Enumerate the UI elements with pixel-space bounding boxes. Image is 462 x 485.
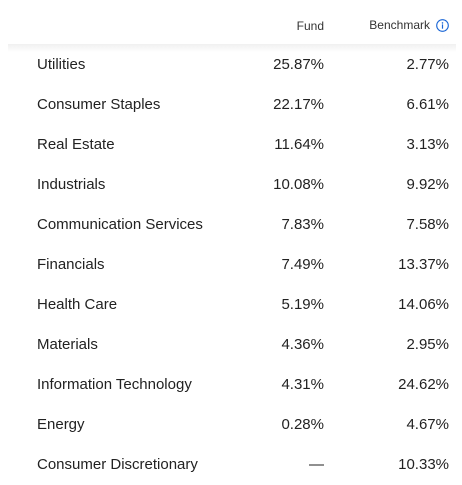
- fund-weight: 7.49%: [281, 256, 324, 273]
- benchmark-column-header: Benchmark: [369, 18, 449, 32]
- table-row: Real Estate 11.64% 3.13%: [0, 125, 462, 165]
- sector-name: Financials: [37, 256, 105, 273]
- fund-weight: 25.87%: [273, 56, 324, 73]
- header-divider-shadow: [8, 44, 456, 52]
- table-row: Consumer Discretionary — 10.33%: [0, 445, 462, 485]
- table-row: Utilities 25.87% 2.77%: [0, 45, 462, 85]
- sector-name: Communication Services: [37, 216, 203, 233]
- sector-name: Energy: [37, 416, 85, 433]
- benchmark-weight: 24.62%: [398, 376, 449, 393]
- benchmark-weight: 2.95%: [406, 336, 449, 353]
- fund-weight: 4.31%: [281, 376, 324, 393]
- fund-column-header: Fund: [296, 19, 324, 33]
- info-circle-icon[interactable]: [436, 18, 449, 32]
- fund-weight: 22.17%: [273, 96, 324, 113]
- benchmark-weight: 2.77%: [406, 56, 449, 73]
- benchmark-weight: 10.33%: [398, 456, 449, 473]
- sector-name: Materials: [37, 336, 98, 353]
- sector-name: Consumer Discretionary: [37, 456, 198, 473]
- fund-weight: 4.36%: [281, 336, 324, 353]
- benchmark-weight: 14.06%: [398, 296, 449, 313]
- benchmark-weight: 13.37%: [398, 256, 449, 273]
- table-row: Information Technology 4.31% 24.62%: [0, 365, 462, 405]
- fund-weight: 0.28%: [281, 416, 324, 433]
- sector-name: Utilities: [37, 56, 86, 73]
- table-row: Health Care 5.19% 14.06%: [0, 285, 462, 325]
- sector-name: Consumer Staples: [37, 96, 161, 113]
- benchmark-weight: 6.61%: [406, 96, 449, 113]
- fund-weight: —: [309, 456, 324, 473]
- benchmark-weight: 3.13%: [406, 136, 449, 153]
- table-row: Materials 4.36% 2.95%: [0, 325, 462, 365]
- benchmark-weight: 9.92%: [406, 176, 449, 193]
- benchmark-weight: 7.58%: [406, 216, 449, 233]
- fund-weight: 7.83%: [281, 216, 324, 233]
- sector-name: Information Technology: [37, 376, 192, 393]
- table-row: Financials 7.49% 13.37%: [0, 245, 462, 285]
- fund-weight: 10.08%: [273, 176, 324, 193]
- sector-name: Health Care: [37, 296, 118, 313]
- sector-name: Industrials: [37, 176, 106, 193]
- fund-weight: 11.64%: [274, 136, 324, 153]
- table-row: Energy 0.28% 4.67%: [0, 405, 462, 445]
- fund-weight: 5.19%: [281, 296, 324, 313]
- table-header: Fund Benchmark: [0, 0, 462, 44]
- table-row: Communication Services 7.83% 7.58%: [0, 205, 462, 245]
- table-row: Industrials 10.08% 9.92%: [0, 165, 462, 205]
- table-row: Consumer Staples 22.17% 6.61%: [0, 85, 462, 125]
- sector-name: Real Estate: [37, 136, 115, 153]
- benchmark-weight: 4.67%: [406, 416, 449, 433]
- benchmark-column-label: Benchmark: [369, 18, 430, 32]
- sector-table-body: Utilities 25.87% 2.77% Consumer Staples …: [0, 45, 462, 485]
